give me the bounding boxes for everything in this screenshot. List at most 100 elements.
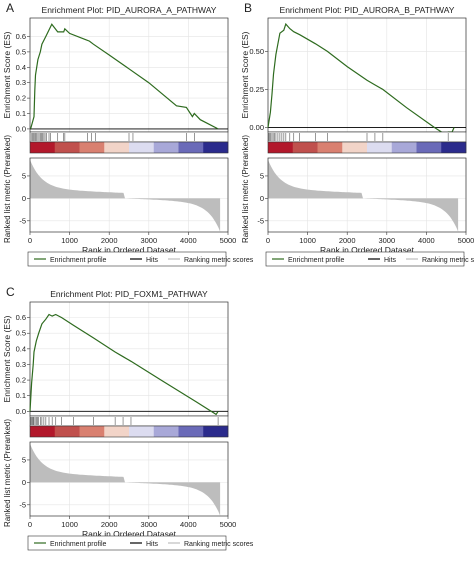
es-tick-label: 0.6 <box>16 313 26 322</box>
heatbar-segment <box>79 142 105 153</box>
es-tick-label: 0.2 <box>16 94 26 103</box>
heatbar-segment <box>129 142 155 153</box>
metric-frame <box>267 157 467 233</box>
metric-tick-label: -5 <box>19 500 26 509</box>
x-tick-label: 2000 <box>101 236 118 245</box>
x-tick-label: 4000 <box>180 236 197 245</box>
x-tick-label: 4000 <box>180 520 197 529</box>
es-ylabel: Enrichment Score (ES) <box>2 31 12 118</box>
heatbar-segment <box>30 426 56 437</box>
ranking-metric-area <box>30 159 221 232</box>
es-tick-label: 0.25 <box>249 85 264 94</box>
legend-label-metric: Ranking metric scores <box>422 257 474 264</box>
heatbar-segment <box>416 142 442 153</box>
metric-tick-label: -5 <box>19 216 26 225</box>
panel-c: C Enrichment Plot: PID_FOXM1_PATHWAY 0.0 0.… <box>2 285 254 551</box>
es-frame <box>29 301 229 417</box>
heatbar-segment <box>317 142 343 153</box>
hits-strip <box>29 415 229 427</box>
legend-label-hits: Hits <box>146 541 159 548</box>
x-tick-label: 4000 <box>418 236 435 245</box>
enrichment-profile-line <box>267 22 455 136</box>
metric-ylabel: Ranked list metric (Preranked) <box>241 135 250 243</box>
heatbar-frame <box>267 141 467 154</box>
metric-tick-label: 5 <box>22 455 26 464</box>
x-axis-label: Rank in Ordered Dataset <box>82 245 177 255</box>
x-tick-label: 5000 <box>220 236 237 245</box>
chart-title: Enrichment Plot: PID_FOXM1_PATHWAY <box>50 289 208 299</box>
es-tick-label: 0.1 <box>16 391 26 400</box>
heatbar-frame <box>29 141 229 154</box>
legend-label-profile: Enrichment profile <box>288 257 345 264</box>
legend-label-hits: Hits <box>146 257 159 264</box>
heatbar-segment <box>268 142 294 153</box>
metric-tick-label: 5 <box>22 171 26 180</box>
heatbar-segment <box>441 142 467 153</box>
legend-label-metric: Ranking metric scores <box>184 257 254 264</box>
x-tick-label: 1000 <box>61 236 78 245</box>
metric-ylabel: Ranked list metric (Preranked) <box>3 135 12 243</box>
heatbar-segment <box>367 142 393 153</box>
heatbar-segment <box>391 142 417 153</box>
es-tick-label: 0.2 <box>16 376 26 385</box>
x-tick-label: 2000 <box>101 520 118 529</box>
heatbar-segment <box>129 426 155 437</box>
x-tick-label: 1000 <box>299 236 316 245</box>
heatbar-segment <box>153 426 179 437</box>
metric-tick-label: 0 <box>22 478 26 487</box>
chart-title: Enrichment Plot: PID_AURORA_B_PATHWAY <box>280 5 455 15</box>
heatbar-segment <box>203 426 229 437</box>
es-tick-label: 0.00 <box>249 123 264 132</box>
heatbar-segment <box>30 142 56 153</box>
metric-ylabel: Ranked list metric (Preranked) <box>3 419 12 527</box>
legend-label-profile: Enrichment profile <box>50 257 107 264</box>
es-frame <box>267 17 467 133</box>
legend-label-metric: Ranking metric scores <box>184 541 254 548</box>
heatbar-segment <box>203 142 229 153</box>
x-tick-label: 0 <box>28 236 32 245</box>
es-tick-label: 0.5 <box>16 47 26 56</box>
x-tick-label: 0 <box>28 520 32 529</box>
heatbar-segment <box>178 142 204 153</box>
legend-box <box>27 535 227 551</box>
x-tick-label: 5000 <box>458 236 474 245</box>
heatbar-frame <box>29 425 229 438</box>
metric-frame <box>29 441 229 517</box>
legend-label-profile: Enrichment profile <box>50 541 107 548</box>
enrichment-profile-line <box>29 313 219 416</box>
es-tick-label: 0.6 <box>16 32 26 41</box>
heatbar-segment <box>178 426 204 437</box>
es-tick-label: 0.4 <box>16 344 26 353</box>
es-ylabel: Enrichment Score (ES) <box>240 31 250 118</box>
legend-box <box>265 251 465 267</box>
es-tick-label: 0.0 <box>16 124 26 133</box>
es-tick-label: 0.4 <box>16 63 26 72</box>
panel-letter: C <box>6 285 15 299</box>
chart-title: Enrichment Plot: PID_AURORA_A_PATHWAY <box>42 5 217 15</box>
ranking-metric-area <box>30 443 221 516</box>
es-ylabel: Enrichment Score (ES) <box>2 315 12 402</box>
x-axis-label: Rank in Ordered Dataset <box>82 529 177 539</box>
legend-label-hits: Hits <box>384 257 397 264</box>
x-tick-label: 3000 <box>140 236 157 245</box>
panel-a: A Enrichment Plot: PID_AURORA_A_PATHWAY 0.… <box>2 1 254 267</box>
panel-letter: A <box>6 1 14 15</box>
es-frame <box>29 17 229 133</box>
x-axis-label: Rank in Ordered Dataset <box>320 245 415 255</box>
metric-tick-label: 0 <box>260 194 264 203</box>
x-tick-label: 3000 <box>378 236 395 245</box>
heatbar-segment <box>54 426 80 437</box>
es-tick-label: 0.1 <box>16 109 26 118</box>
metric-frame <box>29 157 229 233</box>
legend-box <box>27 251 227 267</box>
heatbar-segment <box>153 142 179 153</box>
heatbar-segment <box>79 426 105 437</box>
enrichment-profile-line <box>30 23 219 130</box>
x-tick-label: 2000 <box>339 236 356 245</box>
metric-tick-label: 5 <box>260 171 264 180</box>
es-tick-label: 0.0 <box>16 407 26 416</box>
heatbar-segment <box>342 142 368 153</box>
metric-tick-label: -5 <box>257 216 264 225</box>
es-tick-label: 0.3 <box>16 78 26 87</box>
es-tick-label: 0.5 <box>16 329 26 338</box>
